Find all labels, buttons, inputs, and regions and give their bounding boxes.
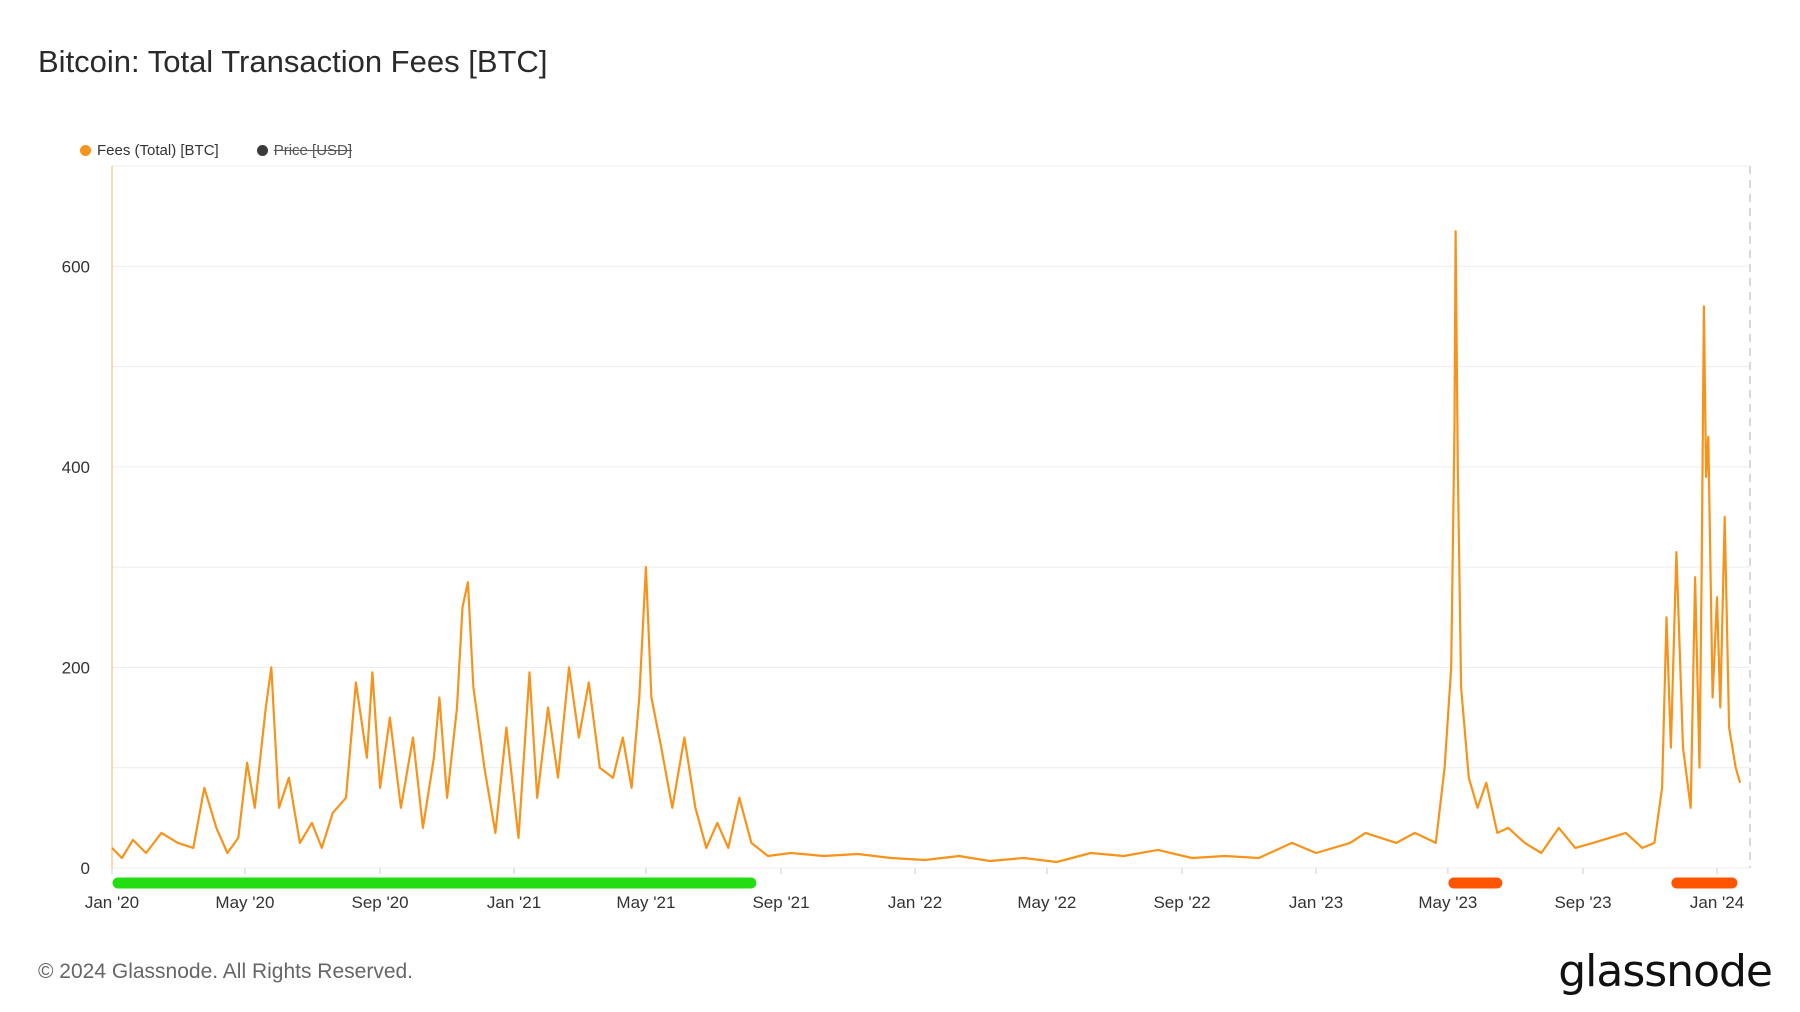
x-tick-label: Jan '21: [487, 893, 541, 912]
chart-title: Bitcoin: Total Transaction Fees [BTC]: [38, 44, 548, 79]
x-tick-label: May '23: [1418, 893, 1477, 912]
x-tick-label: May '20: [215, 893, 274, 912]
x-tick-label: Jan '22: [888, 893, 942, 912]
x-tick-label: Sep '22: [1153, 893, 1210, 912]
x-tick-label: Jan '24: [1690, 893, 1744, 912]
fees-series-line: [111, 230, 1742, 864]
legend-dot-price: [256, 145, 268, 156]
y-tick-label: 600: [62, 257, 90, 276]
y-tick-label: 400: [62, 458, 90, 477]
legend-item-price[interactable]: Price [USD]: [256, 142, 353, 159]
y-tick-label: 0: [81, 859, 90, 878]
legend-dot-fees: [80, 145, 91, 156]
legend-label-fees: Fees (Total) [BTC]: [97, 142, 219, 159]
legend-label-price: Price [USD]: [273, 142, 353, 159]
x-tick-label: Jan '23: [1289, 893, 1343, 912]
x-tick-label: Sep '21: [752, 893, 809, 912]
x-tick-label: Jan '20: [85, 893, 139, 912]
x-tick-label: Sep '23: [1554, 893, 1611, 912]
x-tick-label: Sep '20: [351, 893, 408, 912]
copyright-text: © 2024 Glassnode. All Rights Reserved.: [38, 960, 414, 983]
legend-item-fees[interactable]: Fees (Total) [BTC]: [80, 142, 219, 159]
legend: Fees (Total) [BTC] Price [USD]: [80, 142, 352, 159]
x-tick-label: May '21: [616, 893, 675, 912]
x-tick-label: May '22: [1017, 893, 1076, 912]
glassnode-logo: glassnode: [1558, 946, 1773, 997]
y-tick-label: 200: [62, 658, 90, 677]
